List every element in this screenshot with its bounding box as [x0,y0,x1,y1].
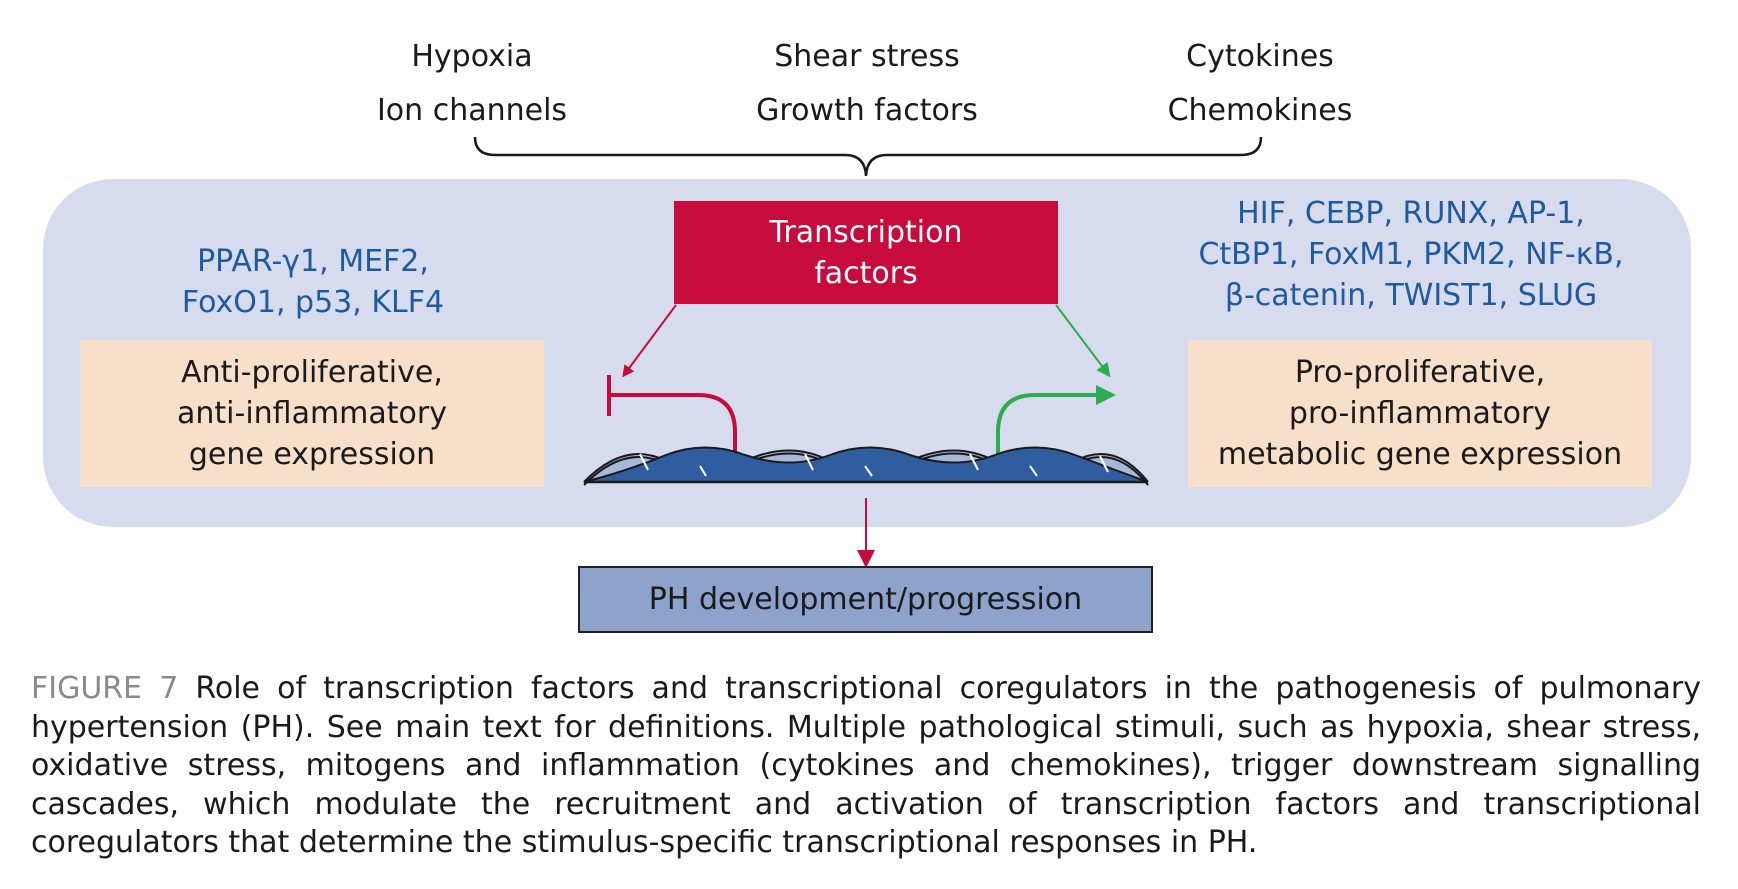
figure-caption: FIGURE 7 Role of transcription factors a… [31,670,1701,863]
stimulus-group-right: Cytokines Chemokines [1100,30,1420,138]
stimulus-ion-channels: Ion channels [376,93,568,128]
figure-label: FIGURE 7 [31,671,179,706]
stimulus-growth-factors: Growth factors [756,93,978,128]
stimulus-shear-stress: Shear stress [774,39,960,74]
stimulus-cytokines: Cytokines [1186,39,1334,74]
stimulus-chemokines: Chemokines [1167,93,1353,128]
repression-bent-arrow [609,393,737,474]
anti-proliferative-outcome-box: Anti-proliferative, anti-inflammatory ge… [80,340,544,487]
tf-to-repression-arrow [622,304,677,378]
pro-proliferative-tf-list: HIF, CEBP, RUNX, AP-1, CtBP1, FoxM1, PKM… [1198,196,1624,313]
transcription-factors-box: Transcription factors [674,201,1058,304]
stimulus-hypoxia: Hypoxia [411,39,533,74]
caption-text: Role of transcription factors and transc… [31,671,1701,860]
activation-bent-arrow [996,385,1116,474]
ph-development-box: PH development/progression [578,566,1153,633]
stimulus-group-left: Hypoxia Ion channels [312,30,632,138]
pro-proliferative-outcome-box: Pro-proliferative, pro-inflammatory meta… [1188,340,1652,487]
stimuli-brace [473,136,1263,177]
tf-to-activation-arrow [1055,304,1111,378]
anti-proliferative-tf-list: PPAR-γ1, MEF2, FoxO1, p53, KLF4 [181,244,445,320]
dna-helix-icon [583,446,1149,486]
stimulus-group-center: Shear stress Growth factors [707,30,1027,138]
